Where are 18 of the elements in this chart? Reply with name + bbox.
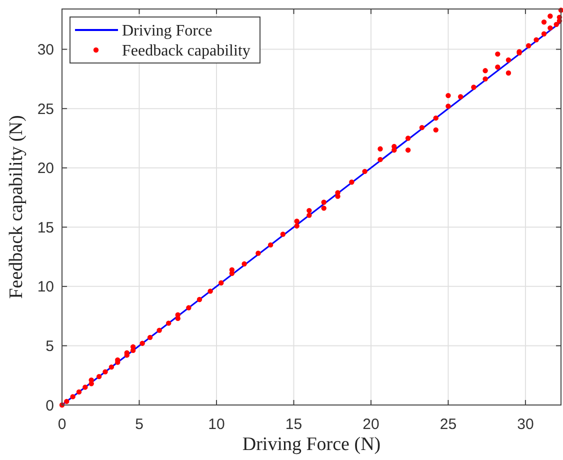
y-tick-label: 30: [37, 42, 54, 59]
y-tick-label: 5: [46, 338, 54, 355]
y-tick-label: 10: [37, 278, 54, 296]
x-axis-title: Driving Force (N): [242, 434, 381, 455]
y-tick-label: 15: [37, 219, 54, 236]
x-tick-label: 30: [517, 416, 534, 433]
x-tick-label: 25: [440, 416, 457, 433]
legend-label: Feedback capability: [122, 42, 250, 60]
x-tick-label: 20: [362, 416, 380, 433]
x-tick-label: 5: [135, 416, 144, 433]
y-tick-label: 20: [37, 160, 54, 178]
x-tick-label: 15: [285, 416, 302, 433]
y-tick-label: 0: [46, 397, 54, 414]
legend-label: Driving Force: [122, 22, 212, 40]
y-axis-title: Feedback capability (N): [6, 115, 27, 299]
x-tick-label: 0: [58, 416, 66, 433]
x-tick-label: 10: [208, 416, 225, 433]
y-tick-label: 25: [37, 100, 54, 118]
